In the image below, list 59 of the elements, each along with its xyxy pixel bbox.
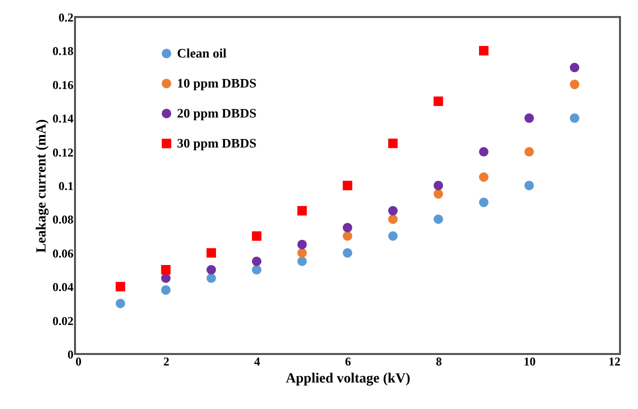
y-tick-label: 0.16 — [52, 78, 74, 92]
x-tick-label: 10 — [524, 354, 536, 368]
y-tick-label: 0.02 — [52, 314, 74, 328]
point — [570, 113, 580, 123]
point — [434, 189, 444, 199]
point — [434, 96, 444, 106]
y-tick-label: 0.14 — [52, 112, 74, 126]
y-axis-title: Leakage current (mA) — [34, 118, 50, 253]
point — [479, 147, 488, 157]
y-tick-label: 0.04 — [52, 280, 74, 294]
y-tick-label: 0.06 — [52, 246, 74, 260]
x-tick-label: 2 — [163, 354, 170, 368]
point — [342, 222, 352, 232]
point — [297, 240, 307, 250]
point — [524, 147, 534, 157]
point — [479, 172, 488, 182]
point — [342, 180, 352, 190]
point — [252, 265, 262, 274]
point — [161, 273, 171, 283]
legend-label: 10 ppm DBDS — [177, 76, 256, 90]
legend-label: 20 ppm DBDS — [177, 106, 256, 120]
point — [161, 285, 171, 295]
x-axis-title: Applied voltage (kV) — [286, 372, 411, 386]
point — [434, 214, 444, 224]
point — [252, 256, 262, 266]
y-tick-label: 0.08 — [52, 212, 74, 227]
point — [297, 206, 307, 216]
point — [206, 248, 216, 258]
point — [524, 180, 534, 190]
point — [479, 198, 488, 208]
y-tick-label: 0.12 — [52, 145, 74, 160]
legend-label: 30 ppm DBDS — [177, 136, 256, 150]
point — [524, 113, 534, 123]
y-tick-label: 0.1 — [58, 179, 74, 193]
legend-label: Clean oil — [177, 46, 227, 60]
y-tick-label: 0.2 — [58, 10, 74, 24]
point — [252, 231, 262, 241]
point — [116, 298, 126, 308]
x-tick-label: 8 — [436, 354, 442, 368]
point — [297, 256, 307, 266]
point — [206, 265, 216, 274]
point — [342, 248, 352, 258]
point — [434, 180, 444, 190]
y-tick-label: 0.18 — [52, 44, 74, 58]
point — [570, 80, 580, 90]
point — [206, 273, 216, 283]
x-tick-label: 12 — [608, 354, 620, 368]
point — [342, 231, 352, 241]
point — [297, 248, 307, 258]
point — [479, 46, 488, 56]
point — [388, 206, 398, 216]
x-tick-label: 6 — [345, 354, 351, 368]
point — [388, 214, 398, 224]
point — [388, 231, 398, 241]
point — [570, 62, 580, 72]
x-tick-label: 4 — [254, 354, 260, 368]
point — [161, 265, 171, 274]
point — [116, 282, 126, 292]
point — [388, 138, 398, 148]
